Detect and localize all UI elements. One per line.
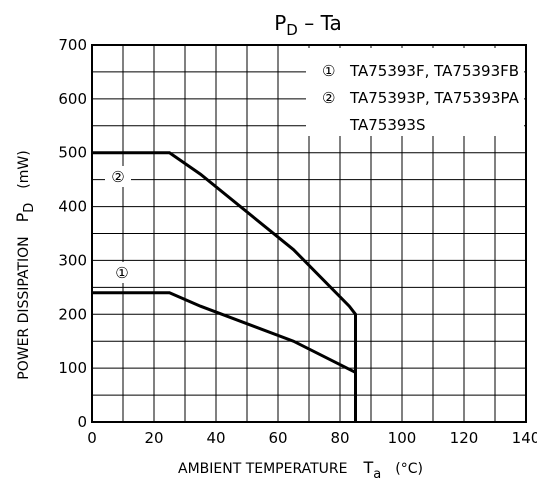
x-tick-label: 80 bbox=[330, 429, 349, 447]
x-tick-label: 40 bbox=[206, 429, 225, 447]
plot-frame bbox=[91, 44, 527, 423]
legend-entry: TA75393S bbox=[349, 116, 426, 134]
x-tick-label: 140 bbox=[512, 429, 537, 447]
chart-title: PD – Ta bbox=[274, 11, 342, 39]
series-label: ② bbox=[111, 168, 124, 186]
legend-entry: TA75393P, TA75393PA bbox=[349, 89, 520, 107]
series-lines: ②① bbox=[92, 151, 357, 422]
y-axis-label: POWER DISSIPATIONPD(mW) bbox=[13, 150, 37, 379]
legend-marker: ② bbox=[322, 89, 335, 107]
legend-entry: TA75393F, TA75393FB bbox=[349, 62, 519, 80]
y-tick-label: 0 bbox=[77, 413, 87, 431]
y-tick-labels: 0 100 200 300 400 500 600 700 bbox=[58, 36, 87, 431]
legend: ① TA75393F, TA75393FB ② TA75393P, TA75393PA… bbox=[306, 48, 524, 136]
x-tick-label: 0 bbox=[87, 429, 97, 447]
y-tick-label: 100 bbox=[58, 359, 87, 377]
series-line bbox=[92, 291, 357, 422]
x-axis-label: AMBIENT TEMPERATURE Ta (°C) bbox=[178, 458, 423, 482]
y-tick-label: 700 bbox=[58, 36, 87, 54]
legend-marker: ① bbox=[322, 62, 335, 80]
y-tick-label: 600 bbox=[58, 90, 87, 108]
y-tick-label: 200 bbox=[58, 305, 87, 323]
x-tick-label: 100 bbox=[388, 429, 417, 447]
series-line bbox=[92, 151, 357, 422]
x-tick-label: 20 bbox=[144, 429, 163, 447]
x-tick-labels: 0 20 40 60 80 100 120 140 bbox=[87, 429, 537, 447]
series-label-background bbox=[109, 262, 135, 283]
legend-box bbox=[306, 48, 524, 136]
x-tick-label: 60 bbox=[268, 429, 287, 447]
x-tick-label: 120 bbox=[450, 429, 479, 447]
y-tick-label: 500 bbox=[58, 144, 87, 162]
series-label-background bbox=[105, 166, 131, 187]
y-tick-label: 400 bbox=[58, 198, 87, 216]
y-tick-label: 300 bbox=[58, 251, 87, 269]
series-label: ① bbox=[115, 264, 128, 282]
